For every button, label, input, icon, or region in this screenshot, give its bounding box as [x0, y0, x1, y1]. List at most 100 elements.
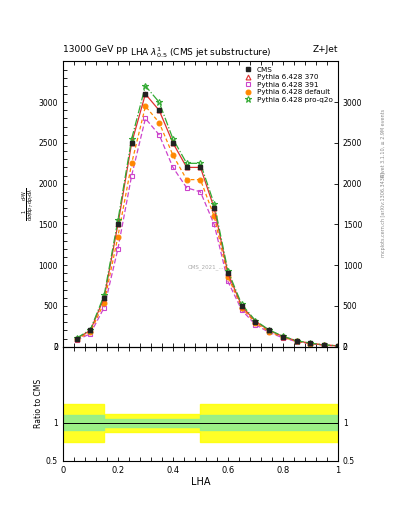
Pythia 6.428 default	[88, 329, 93, 335]
Pythia 6.428 pro-q2o	[253, 317, 258, 324]
Pythia 6.428 391	[143, 115, 148, 121]
CMS	[212, 205, 217, 211]
Pythia 6.428 391	[74, 337, 79, 343]
CMS	[239, 303, 244, 309]
Pythia 6.428 370	[143, 91, 148, 97]
Pythia 6.428 pro-q2o	[171, 136, 175, 142]
CMS	[116, 221, 120, 227]
Pythia 6.428 391	[184, 185, 189, 191]
Pythia 6.428 370	[116, 221, 120, 227]
Pythia 6.428 pro-q2o	[143, 83, 148, 89]
CMS	[74, 335, 79, 342]
Pythia 6.428 default	[116, 233, 120, 240]
Pythia 6.428 391	[253, 322, 258, 328]
Pythia 6.428 391	[88, 331, 93, 337]
Pythia 6.428 default	[74, 336, 79, 343]
Pythia 6.428 default	[239, 305, 244, 311]
Pythia 6.428 default	[294, 338, 299, 344]
Pythia 6.428 370	[281, 333, 285, 339]
Pythia 6.428 391	[198, 189, 203, 195]
Text: CMS_2021_...: CMS_2021_...	[187, 264, 224, 270]
CMS	[198, 164, 203, 170]
Pythia 6.428 default	[157, 119, 162, 125]
X-axis label: LHA: LHA	[191, 477, 210, 487]
Line: Pythia 6.428 pro-q2o: Pythia 6.428 pro-q2o	[73, 83, 341, 349]
Legend: CMS, Pythia 6.428 370, Pythia 6.428 391, Pythia 6.428 default, Pythia 6.428 pro-: CMS, Pythia 6.428 370, Pythia 6.428 391,…	[241, 65, 334, 104]
Pythia 6.428 default	[322, 342, 327, 348]
Pythia 6.428 370	[336, 343, 340, 349]
Pythia 6.428 370	[294, 338, 299, 344]
Pythia 6.428 pro-q2o	[184, 160, 189, 166]
CMS	[294, 338, 299, 344]
Pythia 6.428 391	[308, 340, 313, 347]
Pythia 6.428 pro-q2o	[294, 337, 299, 344]
Pythia 6.428 370	[239, 303, 244, 309]
Pythia 6.428 370	[322, 342, 327, 348]
Line: CMS: CMS	[75, 92, 340, 348]
Pythia 6.428 pro-q2o	[157, 99, 162, 105]
Pythia 6.428 370	[198, 164, 203, 170]
CMS	[322, 342, 327, 348]
CMS	[143, 91, 148, 97]
Pythia 6.428 370	[157, 108, 162, 114]
CMS	[102, 295, 107, 301]
Line: Pythia 6.428 391: Pythia 6.428 391	[74, 116, 340, 348]
Pythia 6.428 391	[129, 173, 134, 179]
Pythia 6.428 default	[143, 103, 148, 110]
Y-axis label: Ratio to CMS: Ratio to CMS	[34, 379, 43, 429]
Pythia 6.428 370	[129, 140, 134, 146]
Pythia 6.428 391	[212, 221, 217, 227]
Text: Rivet 3.1.10, ≥ 2.9M events: Rivet 3.1.10, ≥ 2.9M events	[381, 109, 386, 178]
Pythia 6.428 391	[267, 329, 272, 335]
Y-axis label: $\frac{1}{\mathrm{d}\sigma/\mathrm{d}p_{T}} \frac{\mathrm{d}^{2}N}{\mathrm{d}p_{: $\frac{1}{\mathrm{d}\sigma/\mathrm{d}p_{…	[21, 187, 37, 221]
CMS	[171, 140, 175, 146]
Pythia 6.428 391	[322, 342, 327, 348]
Pythia 6.428 pro-q2o	[267, 327, 272, 333]
Pythia 6.428 370	[308, 340, 313, 346]
Pythia 6.428 default	[171, 152, 175, 158]
Pythia 6.428 370	[102, 295, 107, 301]
CMS	[129, 140, 134, 146]
Pythia 6.428 pro-q2o	[336, 343, 340, 349]
Line: Pythia 6.428 default: Pythia 6.428 default	[74, 104, 340, 348]
Pythia 6.428 default	[336, 343, 340, 349]
Pythia 6.428 370	[184, 164, 189, 170]
Pythia 6.428 pro-q2o	[308, 340, 313, 346]
CMS	[88, 327, 93, 333]
Pythia 6.428 pro-q2o	[212, 201, 217, 207]
Pythia 6.428 370	[267, 327, 272, 333]
Pythia 6.428 pro-q2o	[129, 136, 134, 142]
Pythia 6.428 370	[212, 205, 217, 211]
Title: LHA $\lambda^{1}_{0.5}$ (CMS jet substructure): LHA $\lambda^{1}_{0.5}$ (CMS jet substru…	[130, 46, 271, 60]
Pythia 6.428 pro-q2o	[102, 292, 107, 298]
CMS	[281, 334, 285, 340]
Pythia 6.428 pro-q2o	[239, 301, 244, 307]
Pythia 6.428 391	[116, 246, 120, 252]
Pythia 6.428 pro-q2o	[322, 342, 327, 348]
Pythia 6.428 pro-q2o	[281, 333, 285, 339]
Pythia 6.428 391	[239, 307, 244, 313]
Pythia 6.428 pro-q2o	[88, 327, 93, 333]
Pythia 6.428 default	[198, 177, 203, 183]
Pythia 6.428 370	[74, 335, 79, 342]
Pythia 6.428 370	[88, 327, 93, 333]
CMS	[253, 319, 258, 325]
CMS	[184, 164, 189, 170]
Pythia 6.428 pro-q2o	[116, 217, 120, 223]
CMS	[308, 340, 313, 347]
Pythia 6.428 default	[184, 177, 189, 183]
Pythia 6.428 default	[253, 320, 258, 326]
Pythia 6.428 pro-q2o	[226, 268, 230, 274]
Pythia 6.428 default	[267, 329, 272, 335]
Pythia 6.428 default	[212, 213, 217, 219]
Pythia 6.428 default	[281, 334, 285, 340]
Pythia 6.428 default	[129, 160, 134, 166]
Pythia 6.428 391	[102, 305, 107, 311]
Text: Z+Jet: Z+Jet	[312, 45, 338, 54]
CMS	[267, 327, 272, 333]
Pythia 6.428 default	[102, 300, 107, 306]
Pythia 6.428 pro-q2o	[74, 335, 79, 341]
Pythia 6.428 370	[226, 270, 230, 276]
Pythia 6.428 391	[281, 335, 285, 341]
CMS	[157, 108, 162, 114]
